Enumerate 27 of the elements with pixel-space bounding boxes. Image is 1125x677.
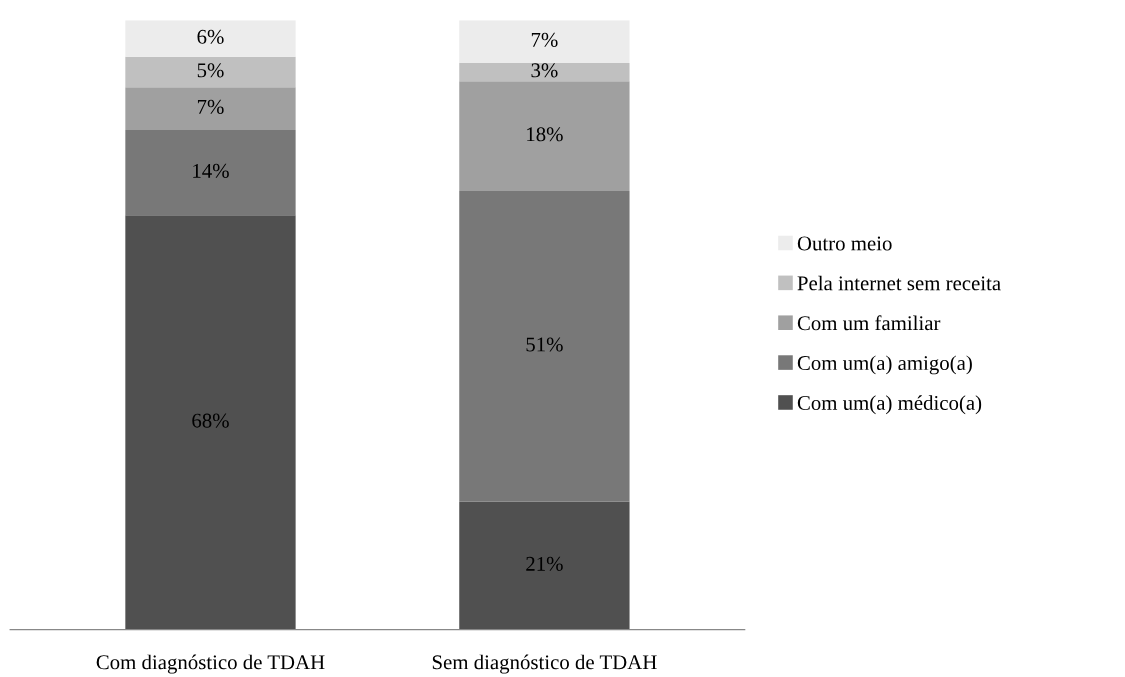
bar: [125, 56, 296, 88]
data-label: 68%: [192, 413, 229, 428]
data-label: 5%: [197, 63, 224, 78]
x-tick-label: Com diagnóstico de TDAH: [96, 654, 325, 674]
legend-label: Outro meio: [797, 236, 892, 251]
data-label: 7%: [531, 32, 558, 47]
bar: [125, 215, 296, 630]
bar: [125, 87, 296, 130]
x-tick-label: Sem diagnóstico de TDAH: [432, 654, 657, 674]
data-label: 18%: [527, 127, 563, 142]
legend-label: Com um familiar: [797, 315, 941, 331]
data-label: 6%: [197, 29, 224, 44]
legend-label: Pela internet sem receita: [797, 275, 1001, 291]
bar: [459, 81, 630, 191]
data-label: 14%: [193, 163, 229, 178]
data-label: 21%: [526, 556, 563, 571]
bar: [459, 62, 630, 82]
bar: [125, 129, 296, 216]
data-label: 7%: [197, 99, 224, 114]
bar: [459, 190, 630, 502]
legend-label: Com um(a) médico(a): [797, 395, 982, 415]
bar: [125, 20, 296, 57]
data-label: 51%: [526, 337, 563, 352]
bar: [459, 20, 630, 63]
data-label: 3%: [531, 63, 558, 78]
legend-label: Com um(a) amigo(a): [797, 355, 972, 375]
bar: [459, 501, 630, 630]
